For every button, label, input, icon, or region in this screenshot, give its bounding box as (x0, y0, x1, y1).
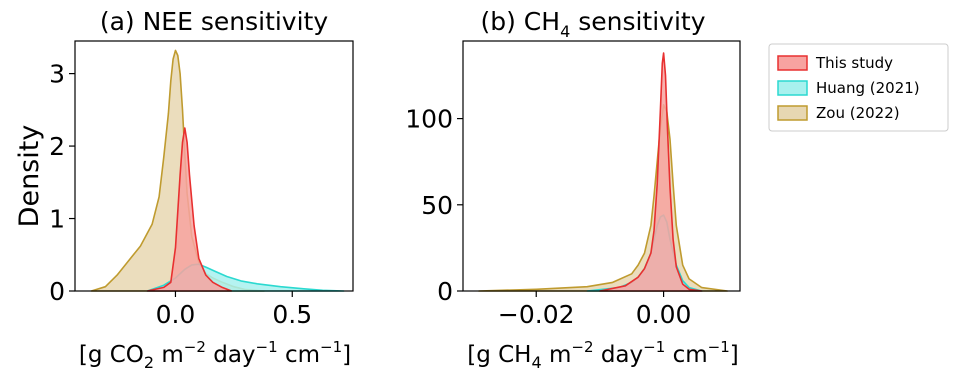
y-tick-label: 0 (437, 277, 453, 306)
plot-frame (462, 40, 741, 292)
y-tick-label: 100 (405, 105, 453, 134)
x-tick-label: 0.0 (156, 300, 196, 329)
y-tick-label: 50 (421, 191, 453, 220)
y-tick-label: 2 (49, 132, 65, 161)
panel-ch4: (b) CH4 sensitivity −0.02 0.00 0 50 100 [g C… (405, 7, 741, 371)
y-tick-label: 0 (49, 277, 65, 306)
panel-nee: (a) NEE sensitivity 0.0 0.5 0 1 2 3 Density [… (14, 7, 354, 371)
density-area-this-study (146, 127, 233, 292)
x-axis-label: [g CO2 m−2 day−1 cm−1] (79, 338, 351, 371)
legend-label: Huang (2021) (816, 79, 920, 97)
x-tick-label: 0.00 (636, 300, 692, 329)
y-tick-label: 1 (49, 205, 65, 234)
plot-frame (74, 40, 354, 292)
x-tick-label: 0.5 (272, 300, 312, 329)
legend-item-this-study: This study (777, 54, 893, 72)
legend-swatch (777, 105, 808, 121)
panel-title: (a) NEE sensitivity (100, 7, 329, 36)
legend-label: This study (815, 54, 893, 72)
density-area-zou-2022 (478, 104, 729, 292)
y-tick-label: 3 (49, 60, 65, 89)
density-area-this-study (599, 52, 703, 292)
legend-item-zou-2022: Zou (2022) (777, 104, 900, 122)
legend: This study Huang (2021) Zou (2022) (768, 43, 949, 132)
y-axis-label: Density (14, 125, 45, 228)
legend-swatch (777, 55, 808, 71)
legend-item-huang-2021: Huang (2021) (777, 79, 920, 97)
legend-label: Zou (2022) (816, 104, 900, 122)
x-tick-label: −0.02 (498, 300, 575, 329)
x-axis-label: [g CH4 m−2 day−1 cm−1] (467, 338, 739, 371)
panel-title: (b) CH4 sensitivity (480, 7, 705, 41)
legend-box (768, 43, 949, 132)
legend-swatch (777, 80, 808, 96)
